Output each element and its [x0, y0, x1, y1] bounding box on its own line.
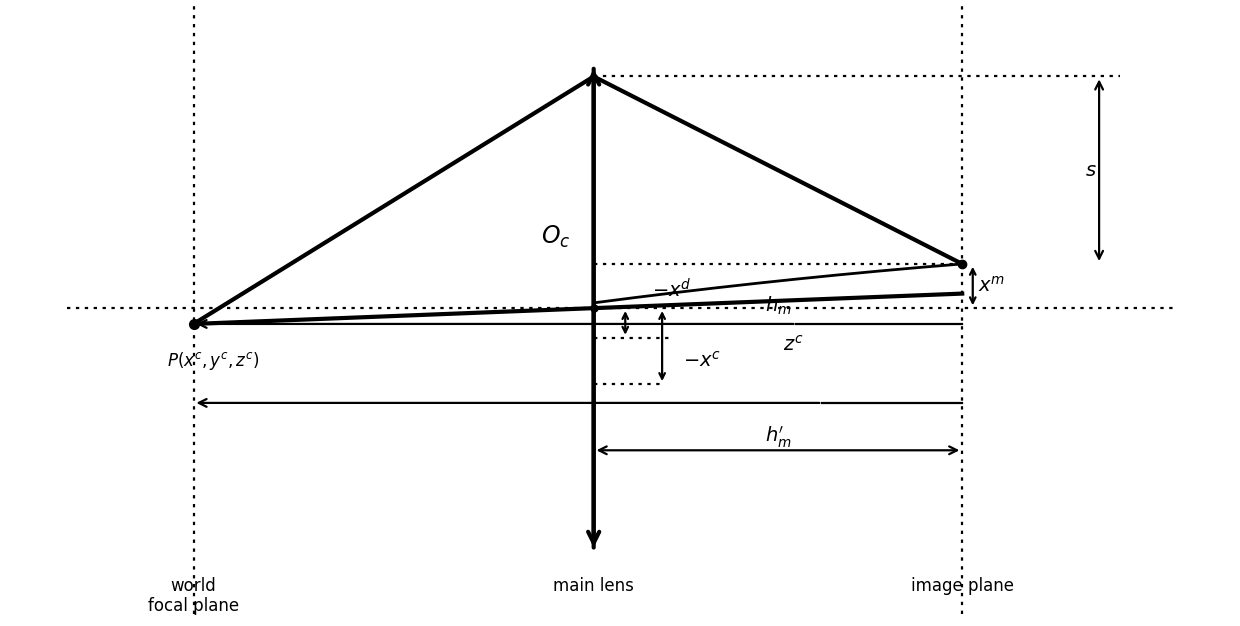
- Text: $z^c$: $z^c$: [784, 334, 804, 354]
- Text: world
focal plane: world focal plane: [148, 577, 239, 615]
- Text: $-x^c$: $-x^c$: [683, 351, 722, 371]
- Text: $O_c$: $O_c$: [541, 224, 570, 250]
- Text: $s$: $s$: [1085, 161, 1096, 180]
- Text: image plane: image plane: [910, 577, 1014, 595]
- Text: $-x^d$: $-x^d$: [651, 279, 691, 302]
- Text: $h_m^{\prime}$: $h_m^{\prime}$: [765, 425, 791, 450]
- Text: $P(x^c, y^c, z^c)$: $P(x^c, y^c, z^c)$: [167, 351, 259, 372]
- Text: $x^m$: $x^m$: [978, 276, 1006, 296]
- Text: main lens: main lens: [553, 577, 634, 595]
- Text: $h_m$: $h_m$: [765, 294, 791, 317]
